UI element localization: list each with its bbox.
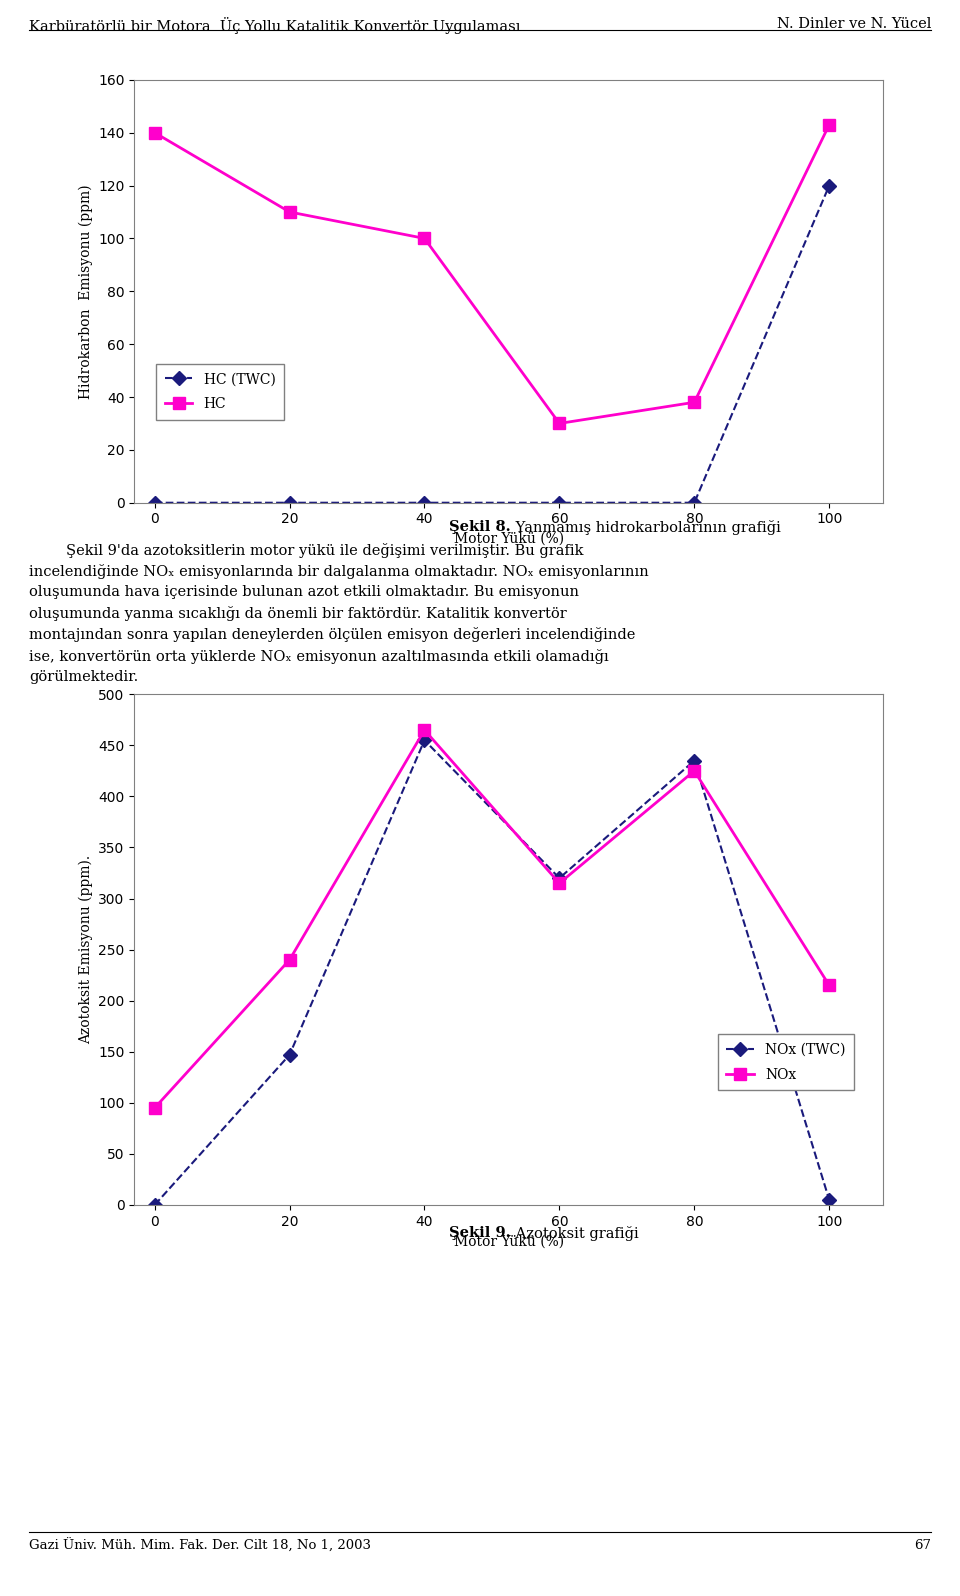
NOx (TWC) [554,868,565,887]
NOx (TWC) [688,752,700,771]
Line: NOx: NOx [149,723,835,1114]
HC [824,115,835,134]
HC [688,393,700,412]
Text: Gazi Üniv. Müh. Mim. Fak. Der. Cilt 18, No 1, 2003: Gazi Üniv. Müh. Mim. Fak. Der. Cilt 18, … [29,1539,371,1553]
Y-axis label: Hidrokarbon  Emisyonu (ppm): Hidrokarbon Emisyonu (ppm) [78,184,92,399]
Line: HC: HC [149,118,835,429]
Line: NOx (TWC): NOx (TWC) [150,736,834,1210]
HC [554,413,565,433]
NOx (TWC) [824,1191,835,1210]
Text: Azotoksit grafiği: Azotoksit grafiği [511,1226,638,1240]
HC [149,123,160,142]
Text: Karbüratörlü bir Motora  Üç Yollu Katalitik Konvertör Uygulaması: Karbüratörlü bir Motora Üç Yollu Katalit… [29,18,520,34]
HC (TWC) [419,493,430,512]
Text: Yanmamış hidrokarbolarının grafiği: Yanmamış hidrokarbolarının grafiği [511,520,780,535]
HC (TWC) [149,493,160,512]
NOx [688,761,700,780]
Legend: NOx (TWC), NOx: NOx (TWC), NOx [718,1034,853,1090]
NOx (TWC) [284,1045,296,1065]
HC [419,228,430,247]
NOx [554,873,565,892]
NOx [824,975,835,994]
NOx [419,720,430,739]
Y-axis label: Azotoksit Emisyonu (ppm).: Azotoksit Emisyonu (ppm). [79,855,93,1044]
NOx [149,1098,160,1117]
X-axis label: Motor Yükü (%): Motor Yükü (%) [454,1234,564,1248]
HC (TWC) [554,493,565,512]
X-axis label: Motor Yükü (%): Motor Yükü (%) [454,531,564,546]
Text: Şekil 8.: Şekil 8. [449,520,511,535]
Text: N. Dinler ve N. Yücel: N. Dinler ve N. Yücel [777,18,931,30]
NOx (TWC) [419,731,430,750]
Legend: HC (TWC), HC: HC (TWC), HC [156,364,284,420]
NOx (TWC) [149,1195,160,1215]
NOx [284,950,296,969]
HC (TWC) [824,176,835,195]
HC (TWC) [284,493,296,512]
HC (TWC) [688,493,700,512]
Text: Şekil 9.: Şekil 9. [449,1226,511,1240]
HC [284,203,296,222]
Line: HC (TWC): HC (TWC) [150,180,834,508]
Text: Şekil 9'da azotoksitlerin motor yükü ile değişimi verilmiştir. Bu grafik
incelen: Şekil 9'da azotoksitlerin motor yükü ile… [29,543,649,685]
Text: 67: 67 [914,1539,931,1551]
